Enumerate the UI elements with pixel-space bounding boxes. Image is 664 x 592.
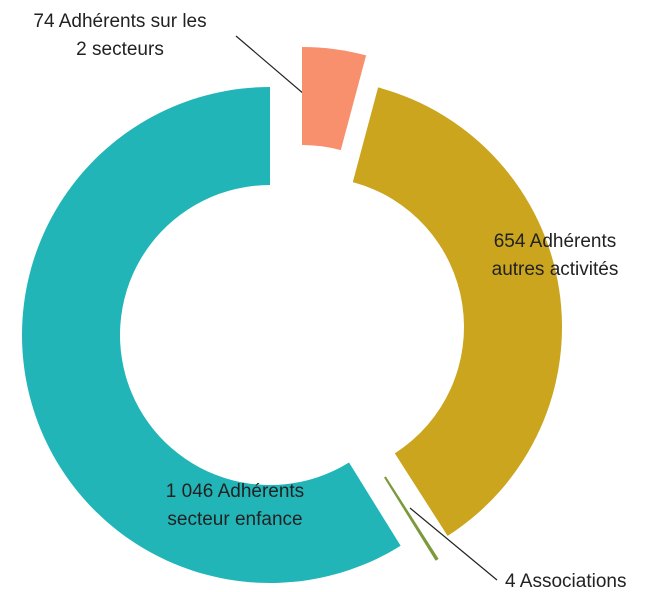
donut-slice bbox=[21, 87, 401, 583]
leader-line bbox=[409, 507, 498, 581]
donut-slice bbox=[352, 87, 562, 536]
slice-label: secteur enfance bbox=[167, 509, 302, 530]
donut-slice bbox=[302, 47, 367, 151]
slice-label: 2 secteurs bbox=[76, 39, 164, 60]
slice-label: 1 046 Adhérents bbox=[166, 481, 304, 502]
slice-label: 4 Associations bbox=[505, 571, 626, 592]
donut-slice bbox=[384, 476, 439, 561]
slice-label: autres activités bbox=[492, 259, 619, 280]
slice-label: 654 Adhérents bbox=[494, 231, 617, 252]
slice-label: 74 Adhérents sur les bbox=[33, 11, 206, 32]
